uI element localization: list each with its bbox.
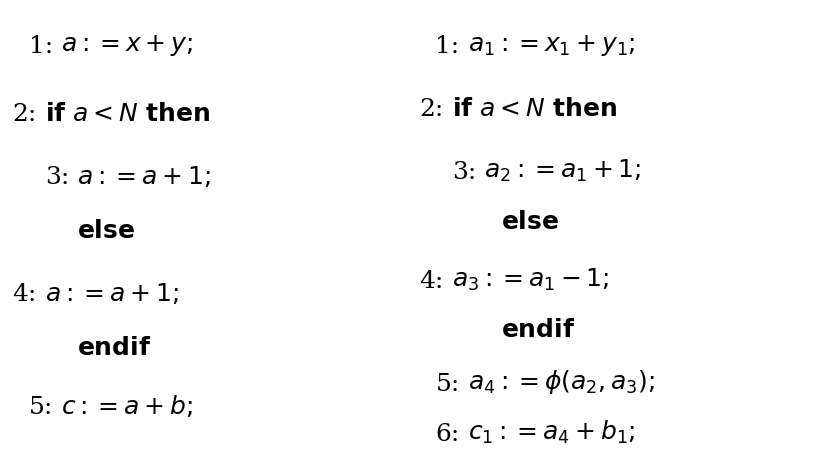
Text: $a := a + 1;$: $a := a + 1;$ [77, 164, 211, 189]
Text: $\mathbf{else}$: $\mathbf{else}$ [77, 220, 136, 243]
Text: 2:: 2: [419, 98, 444, 121]
Text: 2:: 2: [12, 103, 37, 126]
Text: 3:: 3: [45, 166, 69, 189]
Text: 1:: 1: [29, 35, 53, 58]
Text: $\mathbf{endif}$: $\mathbf{endif}$ [501, 319, 575, 342]
Text: $c_1 := a_4 + b_1;$: $c_1 := a_4 + b_1;$ [468, 419, 635, 446]
Text: 5:: 5: [29, 396, 53, 419]
Text: $a_3 := a_1 - 1;$: $a_3 := a_1 - 1;$ [451, 266, 609, 292]
Text: 3:: 3: [451, 162, 476, 185]
Text: $c := a + b;$: $c := a + b;$ [61, 393, 193, 419]
Text: 6:: 6: [436, 423, 459, 446]
Text: $a := x + y;$: $a := x + y;$ [61, 33, 193, 58]
Text: $\mathbf{if}\ a < N\ \mathbf{then}$: $\mathbf{if}\ a < N\ \mathbf{then}$ [451, 98, 616, 121]
Text: $a := a + 1;$: $a := a + 1;$ [45, 281, 178, 306]
Text: 5:: 5: [436, 373, 459, 396]
Text: $\mathbf{else}$: $\mathbf{else}$ [501, 211, 559, 234]
Text: 4:: 4: [12, 283, 37, 306]
Text: $\mathbf{if}\ a < N\ \mathbf{then}$: $\mathbf{if}\ a < N\ \mathbf{then}$ [45, 103, 210, 126]
Text: $a_1 := x_1 + y_1;$: $a_1 := x_1 + y_1;$ [468, 33, 635, 58]
Text: $\mathbf{endif}$: $\mathbf{endif}$ [77, 337, 152, 360]
Text: 1:: 1: [436, 35, 459, 58]
Text: $a_2 := a_1 + 1;$: $a_2 := a_1 + 1;$ [484, 158, 641, 185]
Text: 4:: 4: [419, 269, 444, 292]
Text: $a_4 := \phi(a_2, a_3);$: $a_4 := \phi(a_2, a_3);$ [468, 368, 654, 396]
